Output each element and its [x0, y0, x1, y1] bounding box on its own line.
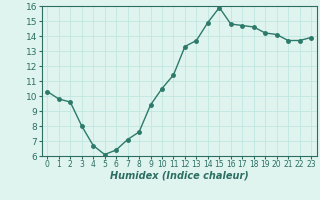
X-axis label: Humidex (Indice chaleur): Humidex (Indice chaleur) [110, 171, 249, 181]
